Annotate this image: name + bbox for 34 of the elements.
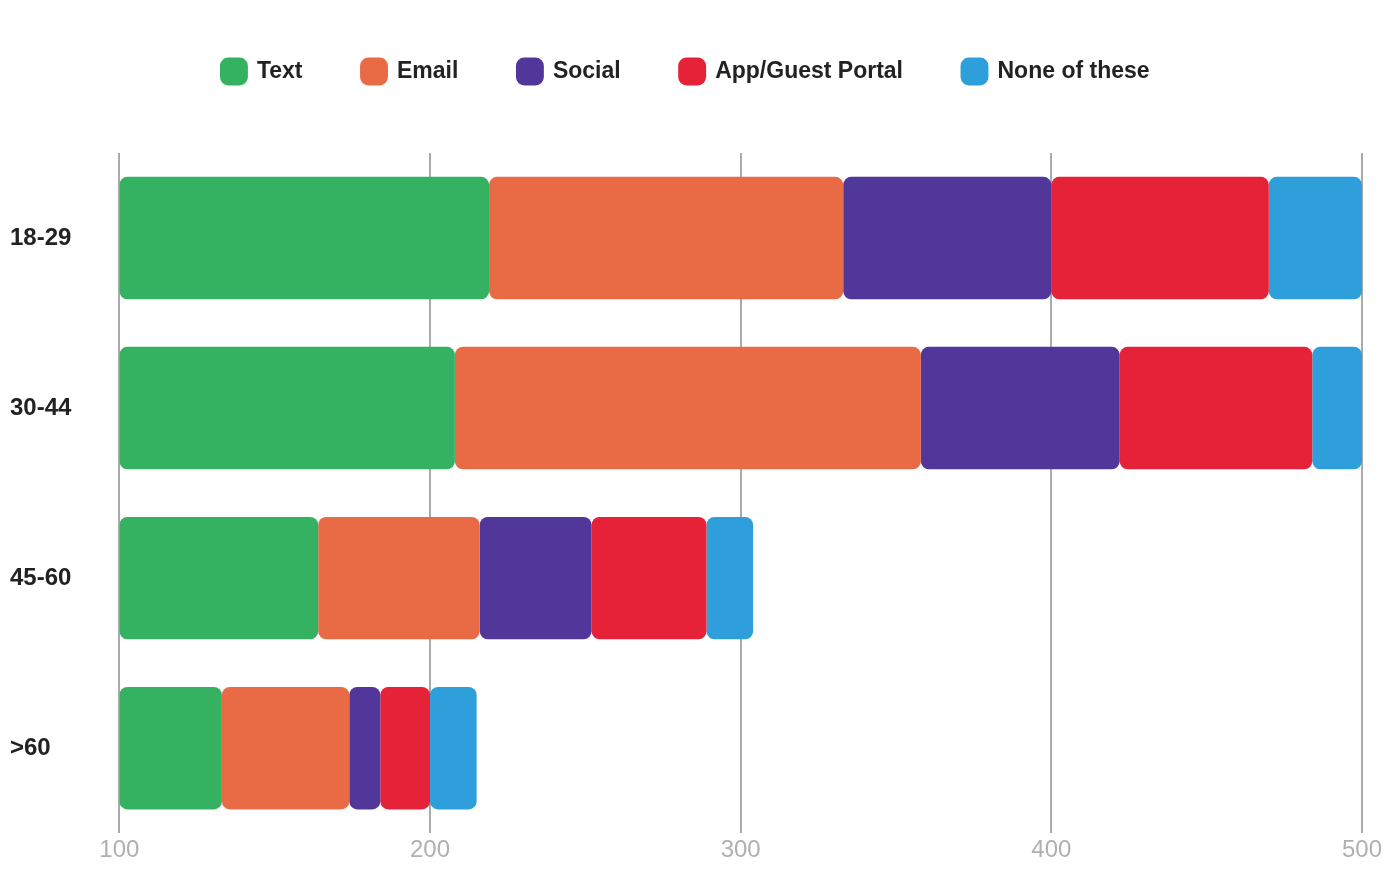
legend-label: Text (256, 56, 303, 83)
x-tick-label: 500 (1341, 835, 1383, 863)
bar (591, 516, 707, 640)
bar (380, 686, 431, 810)
bar (119, 686, 222, 810)
bar (489, 176, 844, 300)
bar (1051, 176, 1269, 300)
legend-label: Social (552, 56, 621, 83)
bar (221, 686, 350, 810)
bar (349, 686, 381, 810)
y-tick-label: 18-29 (10, 222, 72, 250)
x-tick-label: 200 (410, 835, 451, 863)
bar (318, 516, 480, 640)
y-tick-label: 30-44 (10, 392, 73, 420)
bar (920, 346, 1120, 470)
bar (843, 176, 1052, 300)
x-tick-label: 100 (99, 835, 140, 863)
bar (1312, 346, 1362, 470)
bar (119, 346, 455, 470)
bar (1268, 176, 1362, 300)
bar (119, 176, 490, 300)
bar (119, 516, 319, 640)
bar (430, 686, 477, 810)
legend-label: None of these (997, 56, 1150, 83)
y-tick-label: 45-60 (10, 562, 72, 590)
bar (706, 516, 754, 640)
legend-label: Email (397, 56, 459, 83)
y-tick-label: >60 (10, 732, 51, 760)
bar (1119, 346, 1313, 470)
x-tick-label: 300 (720, 835, 761, 863)
bar (454, 346, 921, 470)
bar (479, 516, 592, 640)
legend-label: App/Guest Portal (715, 56, 903, 83)
x-tick-label: 400 (1031, 835, 1072, 863)
